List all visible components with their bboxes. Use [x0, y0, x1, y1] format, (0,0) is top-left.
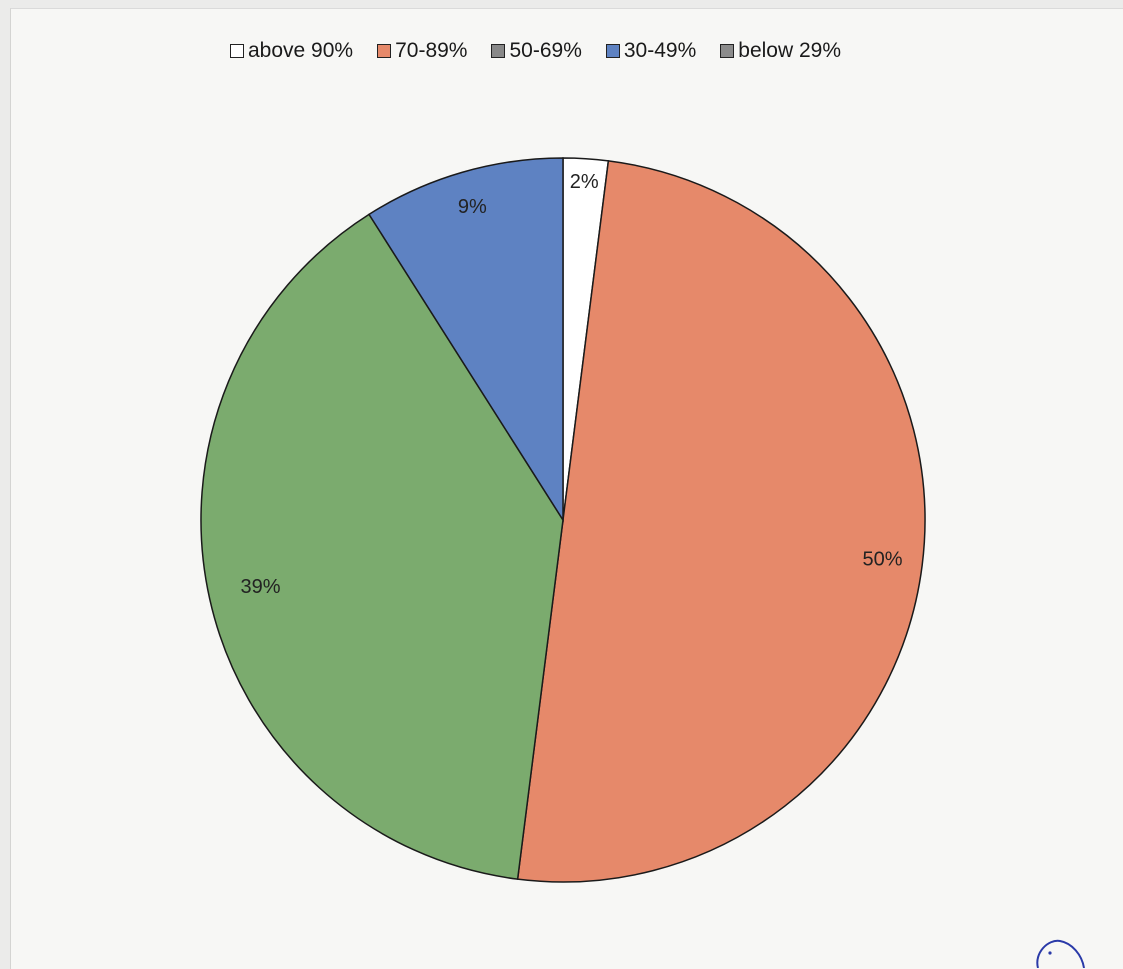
legend-item-30-49: 30-49%: [605, 39, 697, 63]
legend-item-above-90: above 90%: [230, 39, 353, 63]
pie-label-50-69: 39%: [240, 576, 280, 598]
pie-label-70-89: 50%: [862, 549, 902, 571]
legend-item-70-89: 70-89%: [377, 39, 467, 63]
pie-slice-70-89: [516, 160, 926, 883]
pie-label-30-49: 9%: [458, 196, 487, 218]
legend-label-below-29: below 29%: [738, 39, 841, 62]
pie-labels: 2% 50% 39% 9%: [240, 171, 902, 598]
legend-swatch-30-49: [605, 44, 620, 58]
legend-label-50-69: 50-69%: [509, 39, 582, 62]
legend-item-50-69: 50-69%: [491, 39, 582, 63]
legend-label-above-90: above 90%: [248, 39, 354, 62]
pie-slices: [200, 157, 926, 883]
pie-slice-30-49: [367, 157, 564, 523]
pie-label-above-90: 2%: [570, 171, 599, 193]
legend-item-below-29: below 29%: [720, 39, 841, 63]
legend-label-30-49: 30-49%: [623, 39, 697, 62]
legend-swatch-50-69: [491, 44, 506, 58]
pie-slice-50-69: [200, 213, 564, 880]
legend-label-70-89: 70-89%: [395, 39, 468, 62]
chart-legend: above 90% 70-89% 50-69% 30-49% below 29%: [230, 36, 841, 66]
legend-swatch-70-89: [377, 44, 392, 58]
legend-swatch-below-29: [720, 44, 735, 58]
handwritten-ink-mark: [1036, 939, 1085, 968]
legend-swatch-above-90: [230, 44, 244, 58]
